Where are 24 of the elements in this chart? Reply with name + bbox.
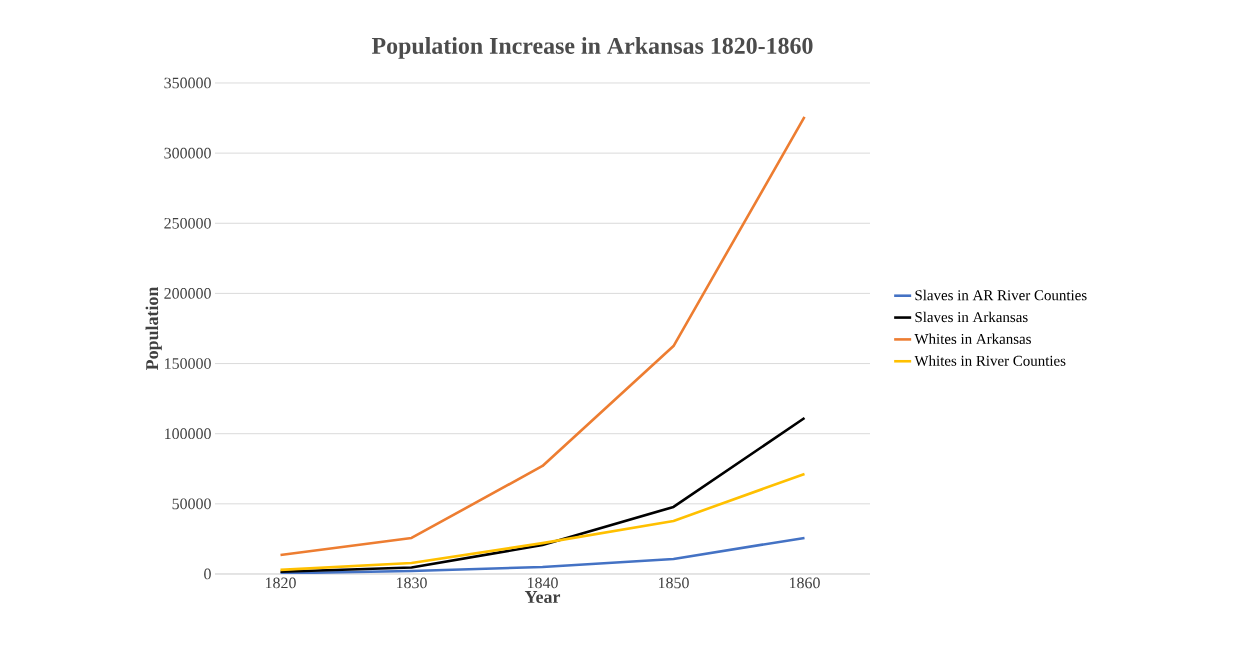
x-tick-label: 1840 bbox=[527, 577, 558, 589]
y-tick-label: 350000 bbox=[164, 77, 211, 89]
y-tick-label: 50000 bbox=[172, 498, 211, 510]
line-series bbox=[279, 536, 806, 574]
legend-label: Slaves in AR River Counties bbox=[915, 289, 1087, 301]
y-tick-label: 100000 bbox=[165, 428, 211, 440]
legend-label: Slaves in Arkansas bbox=[915, 311, 1028, 323]
y-tick-label: 200000 bbox=[164, 288, 211, 299]
line-series bbox=[279, 416, 806, 574]
x-axis-title: Year bbox=[524, 591, 561, 604]
x-tick-label: 1860 bbox=[789, 577, 820, 589]
chart-title: Population Increase in Arkansas 1820-1860 bbox=[371, 37, 813, 59]
legend-label: Whites in Arkansas bbox=[914, 333, 1031, 345]
line-series bbox=[279, 472, 806, 572]
y-tick-label: 0 bbox=[204, 568, 211, 580]
y-tick-label: 250000 bbox=[164, 217, 211, 229]
y-axis-title: Population bbox=[145, 286, 162, 371]
x-tick-label: 1830 bbox=[396, 577, 427, 589]
x-tick-label: 1820 bbox=[265, 577, 296, 589]
y-tick-label: 300000 bbox=[164, 147, 211, 159]
y-tick-label: 150000 bbox=[165, 358, 211, 369]
line-series bbox=[279, 115, 806, 557]
legend-label: Whites in River Counties bbox=[914, 355, 1066, 366]
x-tick-label: 1850 bbox=[658, 577, 689, 589]
